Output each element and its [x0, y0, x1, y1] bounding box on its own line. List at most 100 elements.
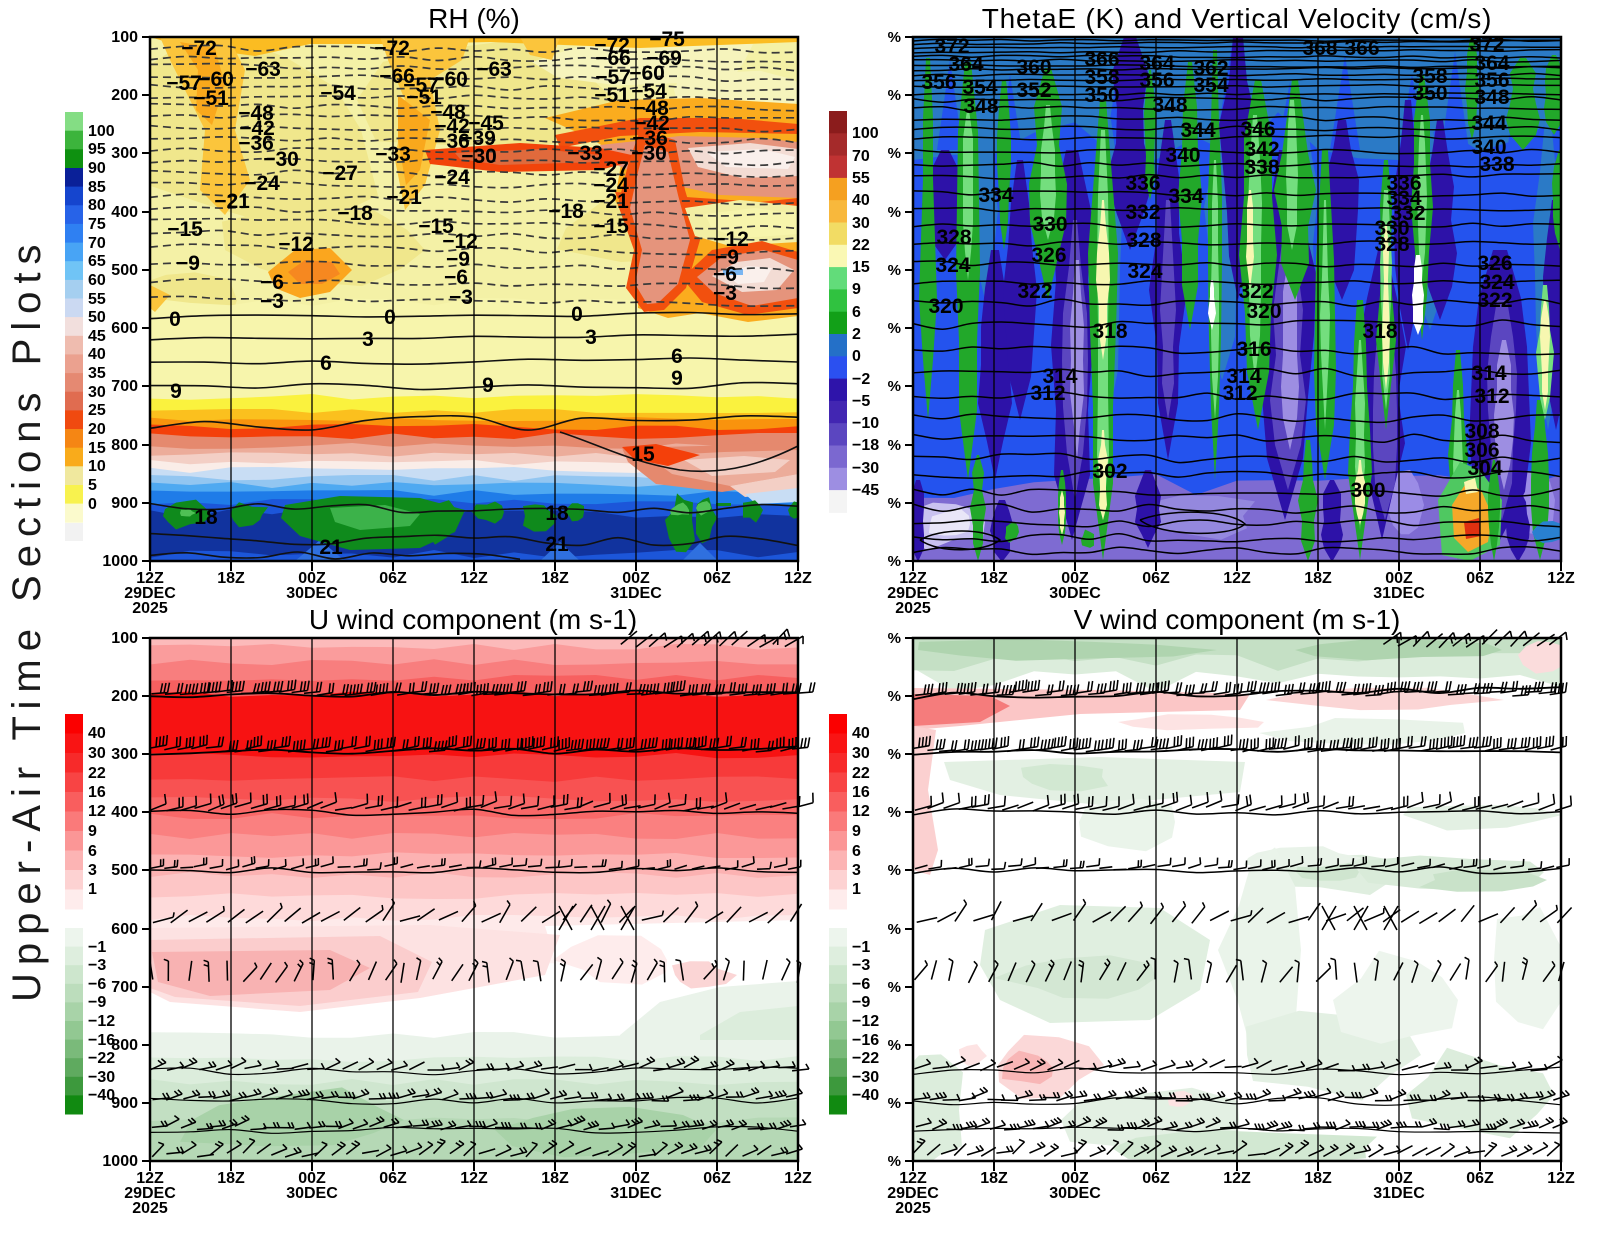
svg-text:600: 600 [111, 921, 138, 938]
svg-text:RH (%): RH (%) [428, 3, 520, 34]
svg-text:332: 332 [1125, 201, 1160, 224]
svg-text:06Z: 06Z [1142, 570, 1170, 587]
svg-text:326: 326 [1477, 252, 1512, 275]
svg-text:31DEC: 31DEC [1373, 585, 1425, 602]
svg-text:2: 2 [852, 326, 861, 343]
svg-text:12: 12 [88, 803, 106, 820]
svg-text:400: 400 [111, 204, 138, 221]
svg-text:40: 40 [852, 725, 870, 742]
svg-text:30DEC: 30DEC [1049, 1185, 1101, 1202]
svg-text:338: 338 [1244, 156, 1279, 179]
svg-text:21: 21 [545, 533, 569, 556]
svg-text:322: 322 [1238, 280, 1273, 303]
svg-text:%: % [888, 378, 901, 395]
svg-text:%: % [888, 862, 901, 879]
svg-text:−22: −22 [88, 1050, 115, 1067]
svg-text:−30: −30 [461, 145, 497, 168]
svg-text:3: 3 [852, 862, 861, 879]
svg-text:9: 9 [852, 823, 861, 840]
svg-text:−6: −6 [444, 266, 468, 289]
svg-text:22: 22 [88, 765, 106, 782]
svg-text:−30: −30 [88, 1069, 115, 1086]
svg-text:%: % [888, 1095, 901, 1112]
svg-text:328: 328 [1126, 229, 1161, 252]
svg-text:30: 30 [852, 215, 870, 232]
svg-text:00Z: 00Z [1061, 1170, 1089, 1187]
svg-text:300: 300 [111, 145, 138, 162]
svg-text:0: 0 [384, 306, 396, 329]
svg-text:−66: −66 [595, 47, 631, 70]
svg-text:348: 348 [1474, 86, 1509, 109]
svg-text:100: 100 [111, 630, 138, 647]
svg-text:−21: −21 [593, 190, 629, 213]
svg-text:U wind component (m s-1): U wind component (m s-1) [309, 604, 637, 635]
svg-text:12Z: 12Z [784, 1170, 812, 1187]
svg-text:22: 22 [852, 765, 870, 782]
svg-text:306: 306 [1464, 439, 1499, 462]
svg-text:330: 330 [1032, 213, 1067, 236]
svg-text:−60: −60 [432, 68, 468, 91]
svg-text:%: % [888, 320, 901, 337]
svg-text:−57: −57 [166, 72, 202, 95]
svg-text:−75: −75 [649, 28, 685, 51]
svg-text:352: 352 [1016, 79, 1051, 102]
svg-text:−12: −12 [852, 1013, 879, 1030]
svg-text:−27: −27 [593, 158, 629, 181]
svg-text:80: 80 [88, 197, 106, 214]
svg-text:312: 312 [1474, 385, 1509, 408]
svg-text:200: 200 [111, 688, 138, 705]
svg-text:354: 354 [1193, 74, 1228, 97]
svg-text:−3: −3 [88, 957, 106, 974]
svg-text:12Z: 12Z [1547, 570, 1575, 587]
svg-text:326: 326 [1031, 244, 1066, 267]
svg-text:%: % [888, 804, 901, 821]
svg-text:−24: −24 [244, 172, 280, 195]
svg-text:%: % [888, 495, 901, 512]
svg-text:−51: −51 [193, 87, 229, 110]
svg-text:500: 500 [111, 862, 138, 879]
svg-text:12Z: 12Z [1547, 1170, 1575, 1187]
svg-text:35: 35 [88, 365, 106, 382]
svg-text:70: 70 [88, 235, 106, 252]
svg-text:−18: −18 [852, 437, 879, 454]
svg-text:−6: −6 [713, 263, 737, 286]
svg-text:−12: −12 [278, 233, 314, 256]
svg-text:500: 500 [111, 262, 138, 279]
svg-text:06Z: 06Z [379, 570, 407, 587]
svg-text:6: 6 [671, 345, 683, 368]
svg-text:318: 318 [1092, 320, 1127, 343]
svg-text:18: 18 [545, 502, 569, 525]
svg-text:06Z: 06Z [703, 1170, 731, 1187]
svg-text:%: % [888, 979, 901, 996]
svg-text:−48: −48 [430, 101, 466, 124]
svg-text:−24: −24 [593, 174, 629, 197]
svg-text:−39: −39 [460, 127, 496, 150]
svg-text:−40: −40 [88, 1087, 115, 1104]
svg-text:0: 0 [88, 496, 97, 513]
svg-text:−3: −3 [852, 957, 870, 974]
svg-text:29DEC: 29DEC [124, 1185, 176, 1202]
svg-text:−60: −60 [198, 68, 234, 91]
svg-text:−40: −40 [852, 1087, 879, 1104]
svg-text:%: % [888, 29, 901, 46]
svg-text:9: 9 [482, 374, 494, 397]
svg-text:16: 16 [852, 784, 870, 801]
svg-text:−3: −3 [449, 286, 473, 309]
svg-text:300: 300 [1350, 479, 1385, 502]
svg-text:−45: −45 [852, 482, 879, 499]
svg-text:312: 312 [1030, 382, 1065, 405]
svg-text:18Z: 18Z [980, 570, 1008, 587]
svg-text:−72: −72 [181, 37, 217, 60]
svg-text:%: % [888, 1153, 901, 1170]
svg-text:6: 6 [320, 352, 332, 375]
svg-text:358: 358 [1084, 66, 1119, 89]
svg-text:340: 340 [1165, 144, 1200, 167]
svg-text:90: 90 [88, 160, 106, 177]
svg-text:31DEC: 31DEC [610, 585, 662, 602]
svg-text:06Z: 06Z [379, 1170, 407, 1187]
svg-text:348: 348 [1152, 94, 1187, 117]
svg-text:354: 354 [962, 76, 997, 99]
svg-text:25: 25 [88, 402, 106, 419]
svg-text:−3: −3 [713, 282, 737, 305]
svg-text:15: 15 [88, 440, 106, 457]
